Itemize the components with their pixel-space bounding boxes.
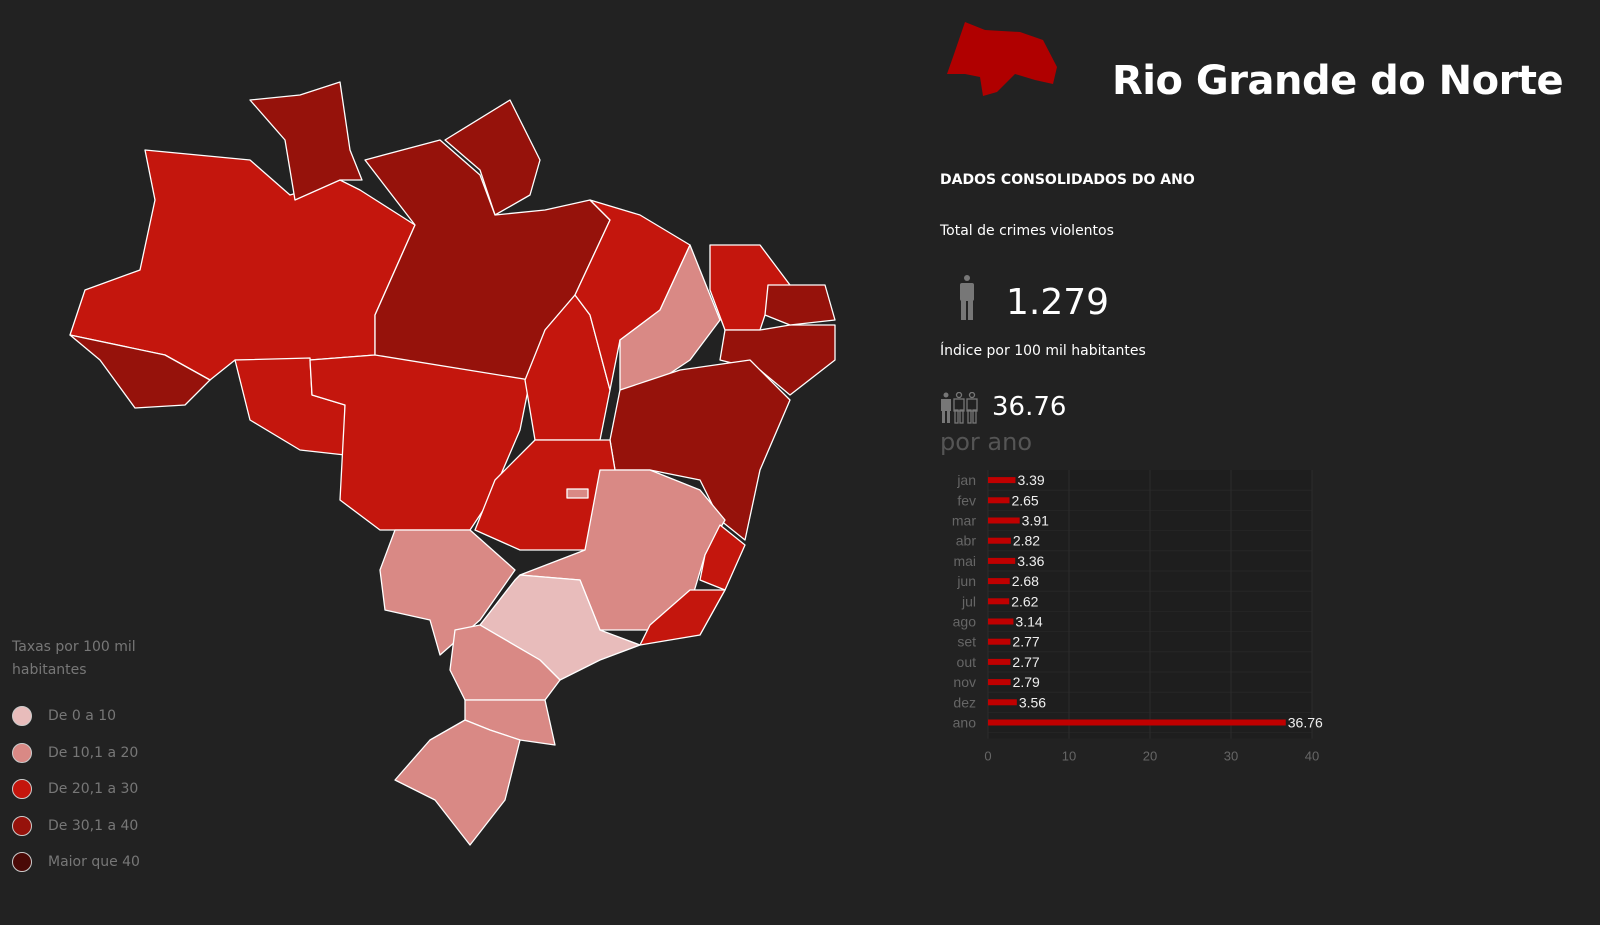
bar-nov[interactable]	[988, 679, 1011, 686]
legend-item: De 30,1 a 40	[12, 808, 162, 845]
bar-mar[interactable]	[988, 517, 1020, 524]
x-tick-label: 20	[1143, 749, 1157, 764]
people-group-icon	[941, 392, 978, 424]
y-tick-label: abr	[956, 533, 977, 549]
brazil-map	[69, 81, 836, 846]
y-tick-label: dez	[953, 694, 976, 710]
data-label: 2.77	[1012, 634, 1039, 650]
data-label: 3.39	[1017, 472, 1044, 488]
legend-label: Maior que 40	[48, 854, 140, 871]
person-icon	[960, 275, 974, 320]
y-tick-label: mar	[952, 513, 976, 529]
legend-label: De 30,1 a 40	[48, 817, 139, 834]
legend-swatch	[12, 852, 32, 873]
data-label: 2.77	[1012, 654, 1039, 670]
state-rio-grande-do-sul[interactable]	[394, 719, 521, 846]
state-sao-paulo[interactable]	[479, 574, 641, 681]
total-label: Total de crimes violentos	[940, 223, 1114, 239]
legend-item: De 10,1 a 20	[12, 735, 162, 772]
y-tick-label: jul	[961, 593, 976, 609]
bar-out[interactable]	[988, 658, 1011, 665]
legend-label: De 0 a 10	[48, 708, 117, 725]
x-tick-label: 10	[1062, 749, 1076, 764]
state-parana[interactable]	[449, 624, 561, 701]
bar-set[interactable]	[988, 638, 1011, 645]
state-title: Rio Grande do Norte	[1112, 58, 1564, 104]
legend-item: De 20,1 a 30	[12, 771, 162, 808]
x-tick-label: 40	[1305, 749, 1319, 764]
bar-mai[interactable]	[988, 557, 1016, 564]
bar-jul[interactable]	[988, 598, 1010, 605]
data-label: 3.36	[1017, 553, 1044, 569]
state-amapa[interactable]	[444, 99, 541, 216]
legend-item: Maior que 40	[12, 844, 162, 881]
bar-ano[interactable]	[988, 719, 1286, 726]
data-label: 2.68	[1012, 573, 1039, 589]
index-label: Índice por 100 mil habitantes	[940, 343, 1146, 359]
state-espirito-santo[interactable]	[699, 524, 746, 591]
total-value: 1.279	[1006, 282, 1110, 323]
bar-fev[interactable]	[988, 497, 1010, 504]
legend-label: De 10,1 a 20	[48, 744, 139, 761]
map-legend: Taxas por 100 mil habitantes De 0 a 10 De…	[12, 636, 162, 881]
bar-abr[interactable]	[988, 537, 1011, 544]
legend-label: De 20,1 a 30	[48, 781, 139, 798]
y-tick-label: mai	[953, 553, 976, 569]
state-distrito-federal[interactable]	[566, 488, 589, 499]
state-mato-grosso-do-sul[interactable]	[379, 529, 516, 656]
x-tick-label: 0	[984, 749, 991, 764]
data-label: 3.14	[1015, 614, 1042, 630]
legend-swatch	[12, 779, 32, 800]
state-acre[interactable]	[69, 334, 211, 409]
state-rio-grande-do-norte[interactable]	[764, 284, 836, 326]
bar-dez[interactable]	[988, 699, 1017, 706]
bar-jun[interactable]	[988, 578, 1010, 585]
data-label: 2.79	[1013, 674, 1040, 690]
data-label: 3.56	[1019, 694, 1046, 710]
y-tick-label: ano	[953, 715, 977, 731]
y-tick-label: set	[957, 634, 976, 650]
state-shape-icon	[947, 22, 1057, 96]
per-year-label: por ano	[940, 428, 1033, 456]
data-label: 3.91	[1022, 513, 1049, 529]
state-roraima[interactable]	[249, 81, 363, 201]
monthly-index-chart: 0 10 20 30 40 jan 3.39 fev 2.65 mar 3.91 abr 2.82 mai…	[952, 470, 1323, 764]
legend-swatch	[12, 815, 32, 836]
y-tick-label: ago	[953, 614, 977, 630]
state-rio-de-janeiro[interactable]	[639, 589, 726, 646]
section-title: DADOS CONSOLIDADOS DO ANO	[940, 172, 1195, 188]
data-label: 2.65	[1011, 492, 1038, 508]
data-label: 36.76	[1288, 715, 1323, 731]
x-tick-label: 30	[1224, 749, 1238, 764]
bar-ago[interactable]	[988, 618, 1014, 625]
y-tick-label: out	[957, 654, 977, 670]
data-label: 2.62	[1011, 593, 1038, 609]
y-tick-label: nov	[953, 674, 976, 690]
y-tick-label: jan	[956, 472, 976, 488]
bar-jan[interactable]	[988, 477, 1016, 484]
legend-title: Taxas por 100 mil habitantes	[12, 639, 136, 678]
state-maranhao[interactable]	[574, 199, 691, 391]
legend-item: De 0 a 10	[12, 698, 162, 735]
legend-swatch	[12, 706, 32, 727]
y-tick-label: fev	[957, 492, 976, 508]
index-value: 36.76	[992, 392, 1067, 422]
y-tick-label: jun	[956, 573, 976, 589]
data-label: 2.82	[1013, 533, 1040, 549]
legend-swatch	[12, 742, 32, 763]
